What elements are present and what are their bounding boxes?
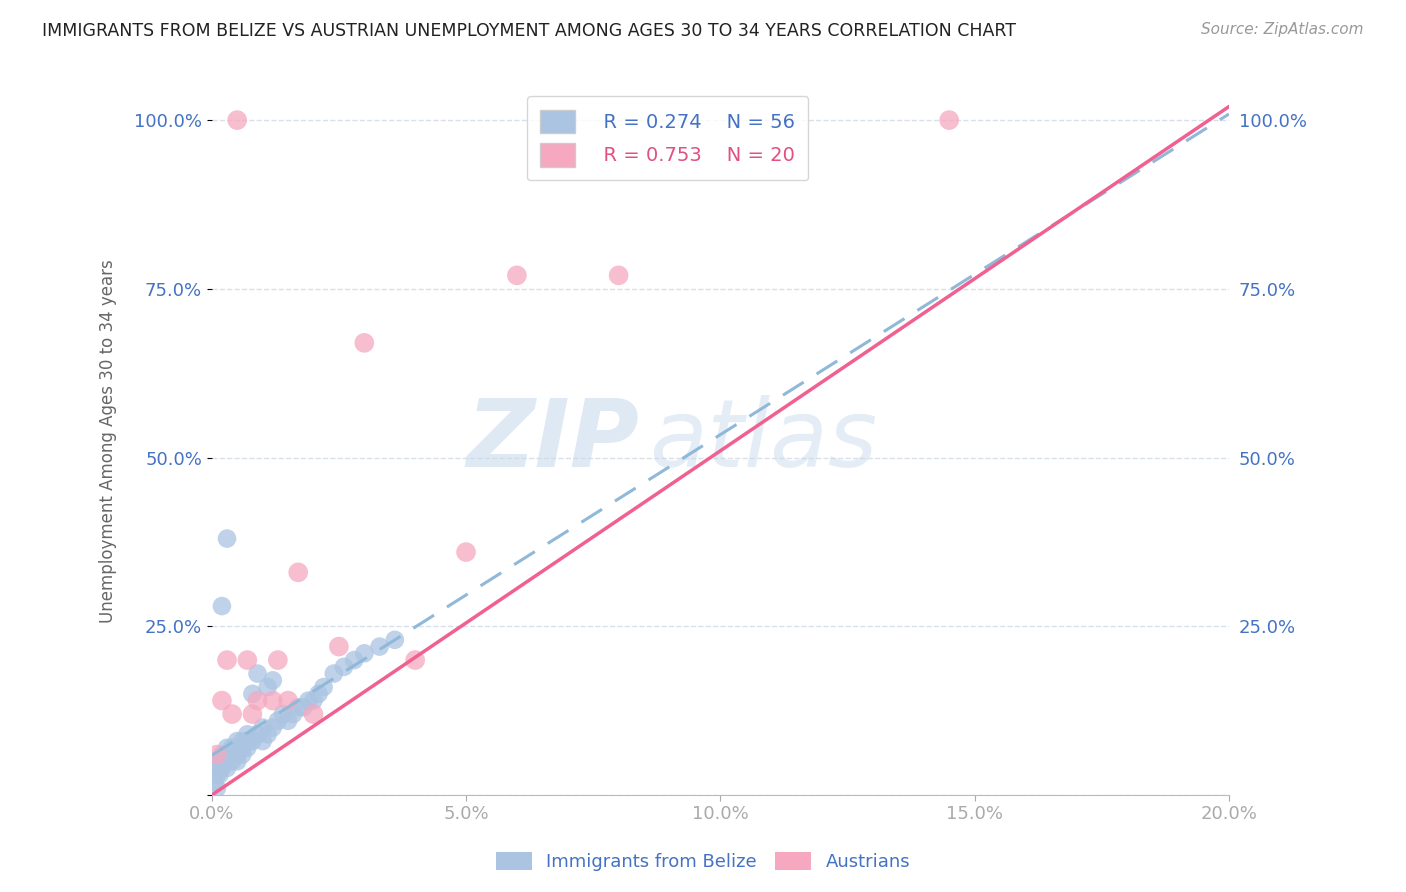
Y-axis label: Unemployment Among Ages 30 to 34 years: Unemployment Among Ages 30 to 34 years — [100, 259, 117, 623]
Point — [262, 673, 284, 688]
Point — [287, 566, 309, 580]
Point — [256, 680, 278, 694]
Point — [215, 747, 238, 762]
Point — [211, 693, 233, 707]
Point — [211, 747, 233, 762]
Point — [215, 653, 238, 667]
Point — [333, 660, 356, 674]
Point — [404, 653, 426, 667]
Point — [226, 734, 249, 748]
Point — [226, 113, 249, 128]
Point — [211, 599, 233, 613]
Point — [277, 714, 299, 728]
Point — [322, 666, 344, 681]
Point — [226, 740, 249, 755]
Point — [246, 727, 269, 741]
Point — [236, 653, 259, 667]
Point — [308, 687, 330, 701]
Point — [221, 707, 243, 722]
Text: atlas: atlas — [650, 395, 877, 486]
Point — [271, 707, 294, 722]
Point — [231, 747, 253, 762]
Point — [297, 693, 319, 707]
Point — [246, 693, 269, 707]
Point — [226, 747, 249, 762]
Point — [302, 707, 325, 722]
Point — [277, 693, 299, 707]
Point — [938, 113, 960, 128]
Point — [221, 747, 243, 762]
Point — [236, 740, 259, 755]
Point — [226, 754, 249, 768]
Point — [221, 754, 243, 768]
Point — [262, 721, 284, 735]
Point — [215, 761, 238, 775]
Point — [607, 268, 630, 283]
Point — [246, 666, 269, 681]
Point — [205, 754, 228, 768]
Point — [343, 653, 366, 667]
Point — [353, 335, 375, 350]
Point — [211, 761, 233, 775]
Point — [221, 740, 243, 755]
Text: Source: ZipAtlas.com: Source: ZipAtlas.com — [1201, 22, 1364, 37]
Point — [506, 268, 529, 283]
Point — [368, 640, 391, 654]
Text: ZIP: ZIP — [465, 395, 638, 487]
Point — [292, 700, 315, 714]
Point — [202, 774, 225, 789]
Point — [242, 707, 264, 722]
Point — [231, 740, 253, 755]
Point — [384, 632, 406, 647]
Point — [211, 754, 233, 768]
Point — [328, 640, 350, 654]
Point — [215, 754, 238, 768]
Point — [205, 747, 228, 762]
Point — [267, 714, 290, 728]
Point — [236, 734, 259, 748]
Point — [215, 740, 238, 755]
Point — [262, 693, 284, 707]
Point — [231, 734, 253, 748]
Point — [208, 768, 231, 782]
Point — [218, 747, 240, 762]
Point — [454, 545, 477, 559]
Point — [256, 727, 278, 741]
Point — [205, 781, 228, 796]
Point — [312, 680, 335, 694]
Point — [252, 721, 274, 735]
Point — [242, 687, 264, 701]
Point — [281, 707, 304, 722]
Point — [287, 700, 309, 714]
Point — [214, 754, 236, 768]
Legend:   R = 0.274    N = 56,   R = 0.753    N = 20: R = 0.274 N = 56, R = 0.753 N = 20 — [527, 96, 808, 180]
Point — [267, 653, 290, 667]
Point — [215, 532, 238, 546]
Point — [236, 727, 259, 741]
Point — [302, 693, 325, 707]
Point — [353, 646, 375, 660]
Point — [205, 761, 228, 775]
Point — [242, 734, 264, 748]
Legend: Immigrants from Belize, Austrians: Immigrants from Belize, Austrians — [488, 845, 918, 879]
Point — [205, 768, 228, 782]
Point — [252, 734, 274, 748]
Text: IMMIGRANTS FROM BELIZE VS AUSTRIAN UNEMPLOYMENT AMONG AGES 30 TO 34 YEARS CORREL: IMMIGRANTS FROM BELIZE VS AUSTRIAN UNEMP… — [42, 22, 1017, 40]
